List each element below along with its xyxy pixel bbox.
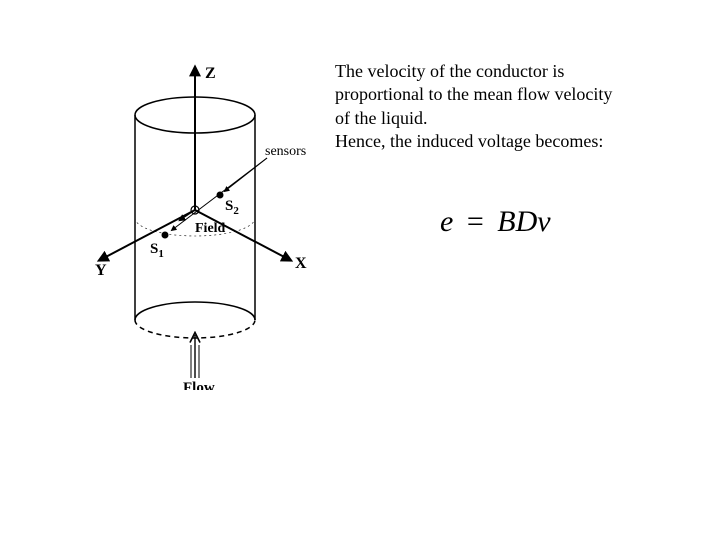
equation-equals: = bbox=[461, 205, 490, 238]
diagram-svg: Z X Y S2 S1 sensors bbox=[95, 60, 315, 390]
y-axis bbox=[100, 210, 195, 260]
body-line-1: The velocity of the conductor is bbox=[335, 60, 705, 83]
body-text: The velocity of the conductor is proport… bbox=[335, 60, 705, 154]
flowmeter-diagram: Z X Y S2 S1 sensors bbox=[95, 60, 315, 390]
equation-D: D bbox=[516, 205, 538, 238]
sensors-label: sensors bbox=[265, 144, 306, 159]
z-axis-label: Z bbox=[205, 65, 216, 82]
body-line-2: proportional to the mean flow velocity bbox=[335, 83, 705, 106]
body-line-3: of the liquid. bbox=[335, 107, 705, 130]
equation-B: B bbox=[497, 205, 515, 238]
cylinder-bottom-back bbox=[135, 302, 255, 320]
equation: e = BDv bbox=[440, 205, 551, 239]
sensor-s1-label: S1 bbox=[150, 241, 164, 260]
sensors-arrow-to-s1 bbox=[172, 158, 267, 230]
flow-label: Flow bbox=[183, 380, 215, 390]
equation-e: e bbox=[440, 205, 453, 238]
body-line-4: Hence, the induced voltage becomes: bbox=[335, 130, 705, 153]
field-label: Field bbox=[195, 221, 226, 236]
sensor-s1-dot bbox=[162, 232, 169, 239]
y-axis-label: Y bbox=[95, 262, 107, 279]
sensor-s2-label: S2 bbox=[225, 198, 239, 217]
equation-v: v bbox=[537, 205, 550, 238]
x-axis-label: X bbox=[295, 255, 307, 272]
slide: Z X Y S2 S1 sensors bbox=[0, 0, 720, 540]
